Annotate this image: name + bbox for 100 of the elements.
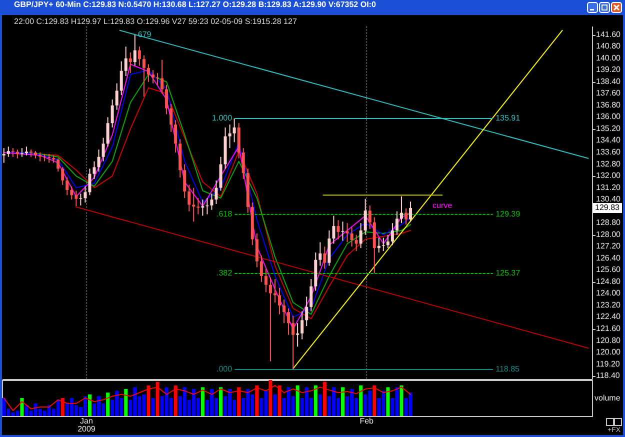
y-tick-label: 130.40 (596, 194, 622, 204)
candlestick (292, 315, 295, 370)
candlestick (278, 287, 281, 315)
candlestick (390, 222, 394, 246)
candlestick (350, 227, 354, 248)
candlestick (56, 158, 60, 172)
candlestick (151, 70, 154, 84)
candlestick (359, 222, 362, 249)
y-tick-label: 126.40 (596, 253, 622, 262)
y-tick-label: 125.60 (596, 265, 622, 274)
y-tick-label: 136.80 (596, 100, 622, 110)
candlestick (102, 137, 105, 162)
candlestick (300, 310, 304, 340)
candlestick (6, 146, 10, 158)
bar (24, 405, 28, 416)
candlestick (106, 116, 110, 148)
candlestick (264, 268, 268, 293)
candlestick (268, 277, 272, 362)
candlestick (318, 242, 322, 266)
candlestick (232, 118, 236, 143)
candlestick (282, 299, 286, 324)
candlestick (210, 193, 214, 210)
text: curve (432, 200, 453, 210)
y-tick-label: 131.20 (596, 182, 622, 192)
bar (400, 385, 404, 416)
candlestick (170, 103, 173, 132)
bar (219, 387, 223, 416)
candlestick (138, 46, 141, 66)
candlestick (160, 59, 164, 94)
candlestick (20, 148, 24, 158)
bar (296, 385, 300, 416)
y-tick-label: 128.00 (596, 230, 622, 239)
bar (151, 398, 155, 416)
candlestick (341, 221, 344, 242)
y-tick-label: 119.20 (596, 359, 620, 368)
candlestick (214, 180, 218, 204)
y-tick-label: 120.00 (596, 348, 622, 357)
candlestick (48, 153, 51, 164)
candlestick (323, 246, 326, 270)
candlestick (92, 160, 96, 180)
candlestick (260, 254, 263, 282)
bar (386, 387, 390, 416)
candlestick (219, 156, 222, 192)
y-tick-label: 138.40 (596, 76, 622, 86)
candlestick (66, 176, 69, 196)
y-tick-label: 118.40 (596, 371, 620, 380)
candlestick (364, 198, 367, 236)
bar (2, 398, 6, 416)
bar (106, 392, 110, 416)
bar (273, 394, 277, 416)
candlestick (133, 34, 136, 66)
bar (88, 394, 92, 416)
annotation: 1.000 (212, 114, 233, 123)
candlestick (61, 166, 64, 186)
y-tick-label: 128.80 (596, 218, 622, 228)
chart-subtitle: 22:00 C:129.83 H129.97 L:129.83 O:129.96 V27 59:23 02-05-09 S:1915.28 127 (14, 17, 298, 26)
candlestick (97, 149, 100, 172)
candlestick (128, 52, 132, 74)
y-tick-label: 124.80 (596, 276, 622, 286)
candlestick (79, 193, 82, 206)
candlestick (346, 222, 349, 243)
candlestick (305, 296, 308, 327)
candlestick (296, 322, 300, 348)
candlestick (146, 64, 150, 82)
y-tick-label: 122.40 (596, 312, 622, 322)
bar (56, 400, 60, 416)
annotation: 118.85 (496, 364, 520, 374)
y-tick-label: 132.80 (596, 159, 622, 168)
bar (340, 387, 344, 416)
candlestick (242, 148, 245, 180)
y-tick-label: 127.20 (596, 242, 622, 251)
candlestick (404, 208, 408, 226)
candlestick (174, 120, 178, 153)
candlestick (115, 82, 118, 110)
bar (20, 398, 24, 416)
candlestick (74, 190, 78, 207)
candlestick (183, 164, 186, 199)
bar (408, 392, 412, 416)
bar (359, 385, 363, 416)
candlestick (88, 168, 92, 196)
annotation: 679 (138, 30, 152, 39)
y-tick-label: 141.60 (596, 30, 622, 39)
candlestick (11, 148, 14, 158)
candlestick (332, 215, 336, 244)
bar (200, 387, 204, 416)
candlestick (29, 149, 32, 158)
candlestick (409, 201, 412, 222)
candlestick (287, 308, 290, 336)
y-tick-label: 136.00 (596, 112, 622, 122)
chart-title: GBP/JPY+ 60-Min C:129.83 N:0.5470 H:130.68 L:127.27 O:129.28 B:129.83 A:129.90 V:67352 OI:0 (14, 0, 376, 9)
annotation: .000 (216, 364, 233, 374)
y-tick-label: 140.00 (596, 53, 622, 62)
candlestick (310, 278, 313, 312)
bar (314, 385, 318, 416)
bar (318, 394, 322, 416)
x-tick-label: Feb (360, 416, 374, 426)
annotation: .618 (216, 209, 233, 218)
candlestick (2, 148, 6, 164)
candlestick (192, 187, 196, 222)
bar (364, 394, 368, 416)
